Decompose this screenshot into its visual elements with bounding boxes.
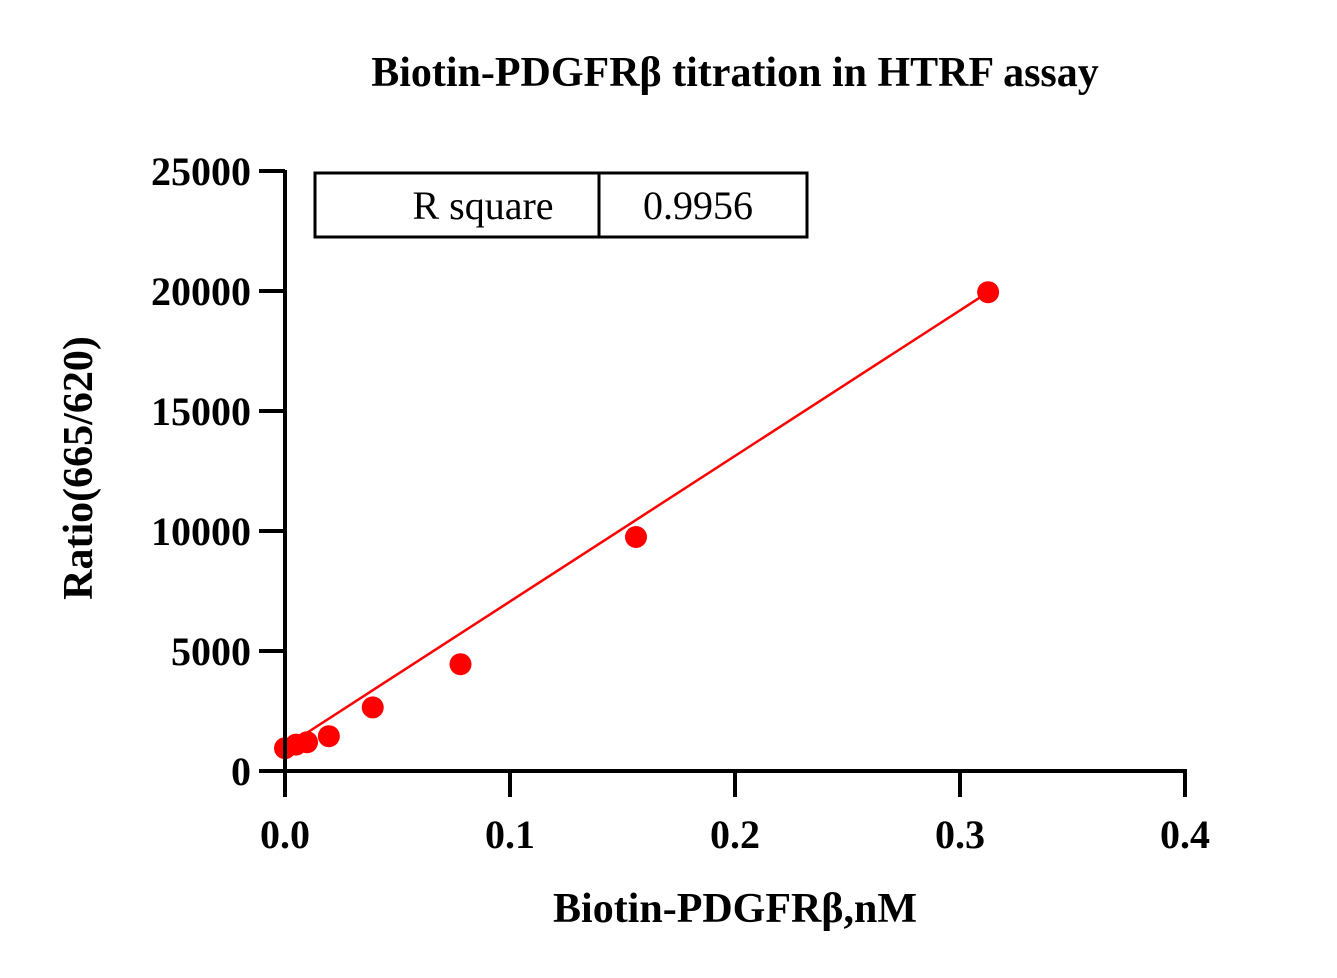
data-point — [361, 696, 384, 719]
y-tick-label: 20000 — [151, 269, 251, 314]
y-ticks: 0 5000 10000 15000 20000 25000 — [151, 149, 285, 794]
y-axis-label: Ratio(665/620) — [56, 336, 102, 600]
y-tick-label: 15000 — [151, 389, 251, 434]
x-tick-label: 0.1 — [485, 812, 535, 857]
y-tick-label: 5000 — [171, 629, 251, 674]
fit-line — [284, 291, 989, 749]
data-point — [317, 725, 340, 748]
y-tick-label: 25000 — [151, 149, 251, 194]
x-tick-label: 0.2 — [710, 812, 760, 857]
y-tick-label: 10000 — [151, 509, 251, 554]
x-tick-label: 0.3 — [935, 812, 985, 857]
stats-box-value: 0.9956 — [643, 183, 753, 228]
axes — [283, 170, 1187, 773]
x-tick-label: 0.4 — [1160, 812, 1210, 857]
stats-box: R square 0.9956 — [313, 171, 809, 239]
chart-title: Biotin-PDGFRβ titration in HTRF assay — [371, 50, 1099, 96]
y-tick-label: 0 — [231, 749, 251, 794]
stats-box-label: R square — [412, 183, 553, 228]
data-point — [977, 281, 1000, 304]
stats-box-frame — [313, 171, 809, 239]
x-axis-label: Biotin-PDGFRβ,nM — [553, 886, 917, 932]
data-point — [625, 526, 647, 548]
fit-line-layer — [284, 291, 989, 749]
data-point — [296, 731, 319, 754]
data-point — [449, 653, 472, 676]
x-tick-label: 0.0 — [260, 812, 310, 857]
x-ticks: 0.0 0.1 0.2 0.3 0.4 — [260, 771, 1210, 857]
